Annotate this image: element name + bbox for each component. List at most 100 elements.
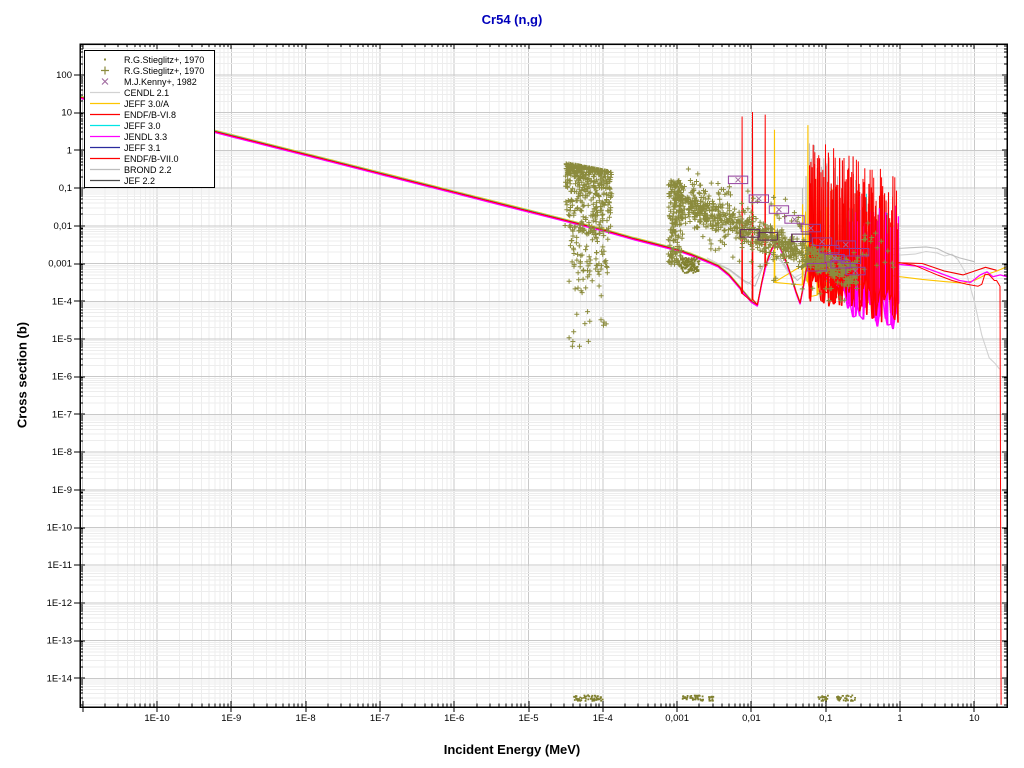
kenny-x-marker: [842, 241, 849, 248]
x-tick-label: 1: [897, 713, 902, 724]
legend-item-label: M.J.Kenny+, 1982: [124, 76, 197, 87]
legend-item: JEF 2.2: [88, 175, 214, 186]
x-tick-label: 1E-10: [144, 713, 169, 724]
grid: [80, 44, 1007, 707]
x-tick-label: 0,001: [665, 713, 689, 724]
legend-item-label: R.G.Stieglitz+, 1970: [124, 65, 205, 76]
y-tick-label: 1E-11: [47, 560, 72, 571]
legend-item: JENDL 3.3: [88, 131, 214, 142]
kenny-box: [806, 263, 828, 272]
legend-item-label: JEF 2.2: [124, 175, 156, 186]
kenny-box: [830, 260, 851, 269]
kenny-box: [835, 240, 856, 249]
legend-item: R.G.Stieglitz+, 1970: [88, 65, 214, 76]
tick-labels: 1E-10 1E-9 1E-8 1E-7 1E-6 1E-5 1E-4 0,001 0,01 0,…: [47, 70, 980, 724]
kenny-box: [849, 248, 870, 257]
stieglitz-plus-cluster: [567, 224, 612, 278]
legend-item-label: JEFF 3.0/A: [124, 98, 170, 109]
kenny-box: [727, 175, 749, 185]
kenny-x-marker: [852, 268, 859, 274]
kenny-x-marker: [819, 238, 825, 245]
x-tick-label: 1E-7: [370, 713, 390, 724]
legend-item-label: JEFF 3.0: [124, 120, 161, 131]
legend: R.G.Stieglitz+, 1970 R.G.Stieglitz+, 1970…: [84, 50, 215, 188]
stieglitz-dot-cluster: [817, 694, 829, 702]
kenny-x-marker: [808, 225, 814, 231]
legend-marker-line-icon: [90, 135, 120, 138]
evaluation-curves: [79, 95, 1008, 705]
legend-item-label: R.G.Stieglitz+, 1970: [124, 54, 205, 65]
y-tick-label: 1E-5: [52, 334, 72, 345]
kenny-box: [800, 223, 822, 233]
axes-frame: [74, 43, 1008, 712]
kenny-error-boxes: [727, 175, 870, 276]
legend-item-label: JENDL 3.3: [124, 131, 168, 142]
x-axis-label: Incident Energy (MeV): [443, 742, 581, 757]
legend-marker-line-icon: [90, 146, 120, 149]
x-tick-label: 0,1: [819, 713, 832, 724]
legend-marker-line-icon: [90, 124, 120, 127]
x-tick-label: 1E-8: [296, 713, 316, 724]
legend-item-label: CENDL 2.1: [124, 87, 170, 98]
legend-item: ENDF/B-VI.8: [88, 109, 214, 120]
y-tick-label: 1E-4: [52, 296, 72, 307]
stieglitz-dot-cluster: [708, 695, 715, 702]
stieglitz-dot-cluster: [573, 694, 604, 702]
y-tick-label: 1E-12: [47, 598, 72, 609]
legend-item: JEFF 3.1: [88, 142, 214, 153]
kenny-x-marker: [756, 195, 762, 202]
legend-item: BROND 2.2: [88, 164, 214, 175]
kenny-x-marker: [791, 216, 798, 223]
y-tick-label: 1E-13: [47, 636, 72, 647]
kenny-x-marker: [776, 206, 782, 213]
legend-marker-line-icon: [90, 179, 120, 182]
kenny-box: [768, 205, 790, 214]
kenny-box: [791, 233, 812, 243]
y-tick-label: 0,1: [59, 183, 72, 194]
kenny-box: [819, 244, 840, 254]
legend-item: ENDF/B-VII.0: [88, 153, 214, 164]
kenny-box: [845, 266, 866, 276]
x-tick-label: 1E-6: [444, 713, 464, 724]
experimental-points: [562, 161, 896, 702]
y-tick-label: 1: [67, 145, 72, 156]
kenny-box: [748, 194, 770, 203]
legend-marker-line-icon: [90, 113, 120, 116]
legend-item-label: JEFF 3.1: [124, 142, 161, 153]
legend-marker-line-icon: [90, 91, 120, 94]
legend-item-label: ENDF/B-VI.8: [124, 109, 177, 120]
legend-item: R.G.Stieglitz+, 1970: [88, 54, 214, 65]
kenny-x-marker: [735, 176, 741, 183]
kenny-box: [757, 232, 778, 241]
page-title: Cr54 (n,g): [481, 12, 543, 27]
legend-marker-line-icon: [90, 102, 120, 105]
legend-item-label: ENDF/B-VII.0: [124, 153, 179, 164]
stieglitz-plus-cluster: [851, 220, 896, 272]
x-tick-label: 1E-5: [518, 713, 538, 724]
x-tick-label: 10: [969, 713, 980, 724]
x-tick-label: 1E-4: [593, 713, 613, 724]
legend-marker-line-icon: [90, 168, 120, 171]
kenny-box: [784, 215, 805, 224]
y-tick-label: 1E-7: [52, 409, 72, 420]
legend-item: CENDL 2.1: [88, 87, 214, 98]
stieglitz-dot-cluster: [681, 694, 704, 702]
x-tick-label: 1E-9: [221, 713, 241, 724]
x-tick-label: 0,01: [742, 713, 761, 724]
legend-marker-line-icon: [90, 157, 120, 160]
y-tick-label: 0,01: [54, 221, 73, 232]
legend-item: JEFF 3.0: [88, 120, 214, 131]
stieglitz-dot-cluster: [836, 694, 856, 702]
y-tick-label: 0,001: [48, 259, 72, 270]
stieglitz-plus-cluster: [692, 225, 847, 303]
y-tick-label: 1E-14: [47, 673, 72, 684]
legend-item: M.J.Kenny+, 1982: [88, 76, 214, 87]
legend-item: JEFF 3.0/A: [88, 98, 214, 109]
legend-marker-x-icon: [101, 78, 109, 85]
y-tick-label: 100: [56, 70, 72, 81]
y-tick-label: 10: [61, 108, 72, 119]
y-tick-label: 1E-6: [52, 372, 72, 383]
kenny-box: [824, 254, 845, 263]
